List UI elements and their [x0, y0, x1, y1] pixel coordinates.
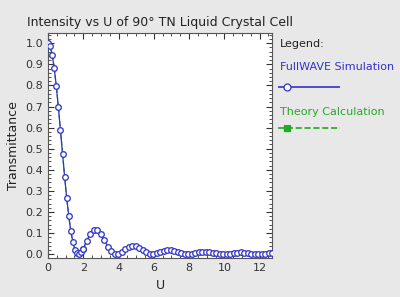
Y-axis label: Transmittance: Transmittance [7, 101, 20, 190]
Text: FullWAVE Simulation: FullWAVE Simulation [280, 62, 394, 72]
Title: Intensity vs U of 90° TN Liquid Crystal Cell: Intensity vs U of 90° TN Liquid Crystal … [27, 16, 293, 29]
X-axis label: U: U [156, 279, 164, 292]
Text: Theory Calculation: Theory Calculation [280, 107, 385, 117]
Text: Legend:: Legend: [280, 39, 325, 49]
